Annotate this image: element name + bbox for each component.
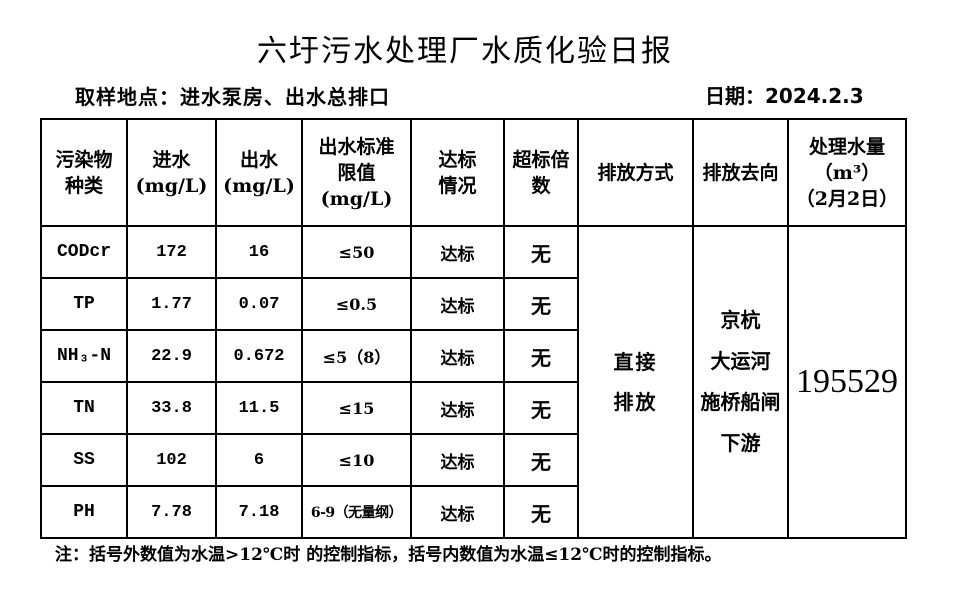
effluent-value: 11.5 — [215, 381, 303, 435]
table-row-ph: PH 7.78 7.18 6-9（无量纲） 达标 无 — [40, 485, 906, 539]
table-header-row: 污染物 种类 进水 (mg/L) 出水 (mg/L) 出水标准 限值 (mg/L… — [40, 118, 907, 227]
water-quality-table: 污染物 种类 进水 (mg/L) 出水 (mg/L) 出水标准 限值 (mg/L… — [40, 118, 907, 539]
report-date-label: 日期：2024.2.3 — [705, 84, 864, 108]
limit-value: ≤50 — [301, 225, 412, 279]
influent-value: 7.78 — [126, 485, 217, 539]
table-row-ss: SS 102 6 ≤10 达标 无 — [40, 433, 906, 487]
exceedance-value: 无 — [503, 329, 579, 383]
compliance-status: 达标 — [410, 225, 505, 279]
influent-value: 22.9 — [126, 329, 217, 383]
limit-value: ≤0.5 — [301, 277, 412, 331]
limit-value: ≤10 — [301, 433, 412, 487]
exceedance-value: 无 — [503, 485, 579, 539]
footnote: 注：括号外数值为水温>12℃时 的控制指标，括号内数值为水温≤12℃时的控制指标… — [55, 545, 722, 565]
influent-value: 33.8 — [126, 381, 217, 435]
influent-value: 172 — [126, 225, 217, 279]
table-row-codcr: CODcr 172 16 ≤50 达标 无 直接 排放 京杭 大运河 施桥船闸 … — [40, 225, 907, 539]
exceedance-value: 无 — [503, 277, 579, 331]
limit-value: ≤15 — [301, 381, 412, 435]
exceedance-value: 无 — [503, 381, 579, 435]
column-header-limit: 出水标准 限值 (mg/L) — [301, 118, 412, 227]
effluent-value: 6 — [215, 433, 303, 487]
compliance-status: 达标 — [410, 433, 505, 487]
column-header-discharge-destination: 排放去向 — [692, 118, 789, 227]
column-header-influent: 进水 (mg/L) — [126, 118, 217, 227]
compliance-status: 达标 — [410, 485, 505, 539]
table-row-nh3n: NH₃-N 22.9 0.672 ≤5（8） 达标 无 — [40, 329, 906, 383]
exceedance-value: 无 — [503, 433, 579, 487]
column-header-pollutant: 污染物 种类 — [40, 118, 128, 227]
influent-value: 1.77 — [126, 277, 217, 331]
page-title: 六圩污水处理厂水质化验日报 — [257, 34, 673, 69]
compliance-status: 达标 — [410, 381, 505, 435]
pollutant-cell: NH₃-N — [40, 329, 128, 383]
column-header-compliance: 达标 情况 — [410, 118, 505, 227]
discharge-destination-cell: 京杭 大运河 施桥船闸 下游 — [692, 225, 789, 539]
table-row-tn: TN 33.8 11.5 ≤15 达标 无 — [40, 381, 906, 435]
effluent-value: 16 — [215, 225, 303, 279]
influent-value: 102 — [126, 433, 217, 487]
effluent-value: 0.672 — [215, 329, 303, 383]
limit-value: 6-9（无量纲） — [301, 485, 412, 539]
pollutant-cell: TP — [40, 277, 128, 331]
column-header-treated-volume: 处理水量 （m³） （2月2日） — [787, 118, 907, 227]
column-header-discharge-mode: 排放方式 — [577, 118, 694, 227]
limit-value: ≤5（8） — [301, 329, 412, 383]
table-row-tp: TP 1.77 0.07 ≤0.5 达标 无 — [40, 277, 906, 331]
pollutant-cell: CODcr — [40, 225, 128, 279]
treated-volume-cell: 195529 — [787, 225, 907, 539]
exceedance-value: 无 — [503, 225, 579, 279]
effluent-value: 7.18 — [215, 485, 303, 539]
discharge-mode-cell: 直接 排放 — [577, 225, 694, 539]
column-header-effluent: 出水 (mg/L) — [215, 118, 303, 227]
sampling-location-label: 取样地点：进水泵房、出水总排口 — [75, 85, 390, 109]
compliance-status: 达标 — [410, 277, 505, 331]
pollutant-cell: PH — [40, 485, 128, 539]
pollutant-cell: SS — [40, 433, 128, 487]
effluent-value: 0.07 — [215, 277, 303, 331]
column-header-exceedance: 超标倍 数 — [503, 118, 579, 227]
compliance-status: 达标 — [410, 329, 505, 383]
pollutant-cell: TN — [40, 381, 128, 435]
